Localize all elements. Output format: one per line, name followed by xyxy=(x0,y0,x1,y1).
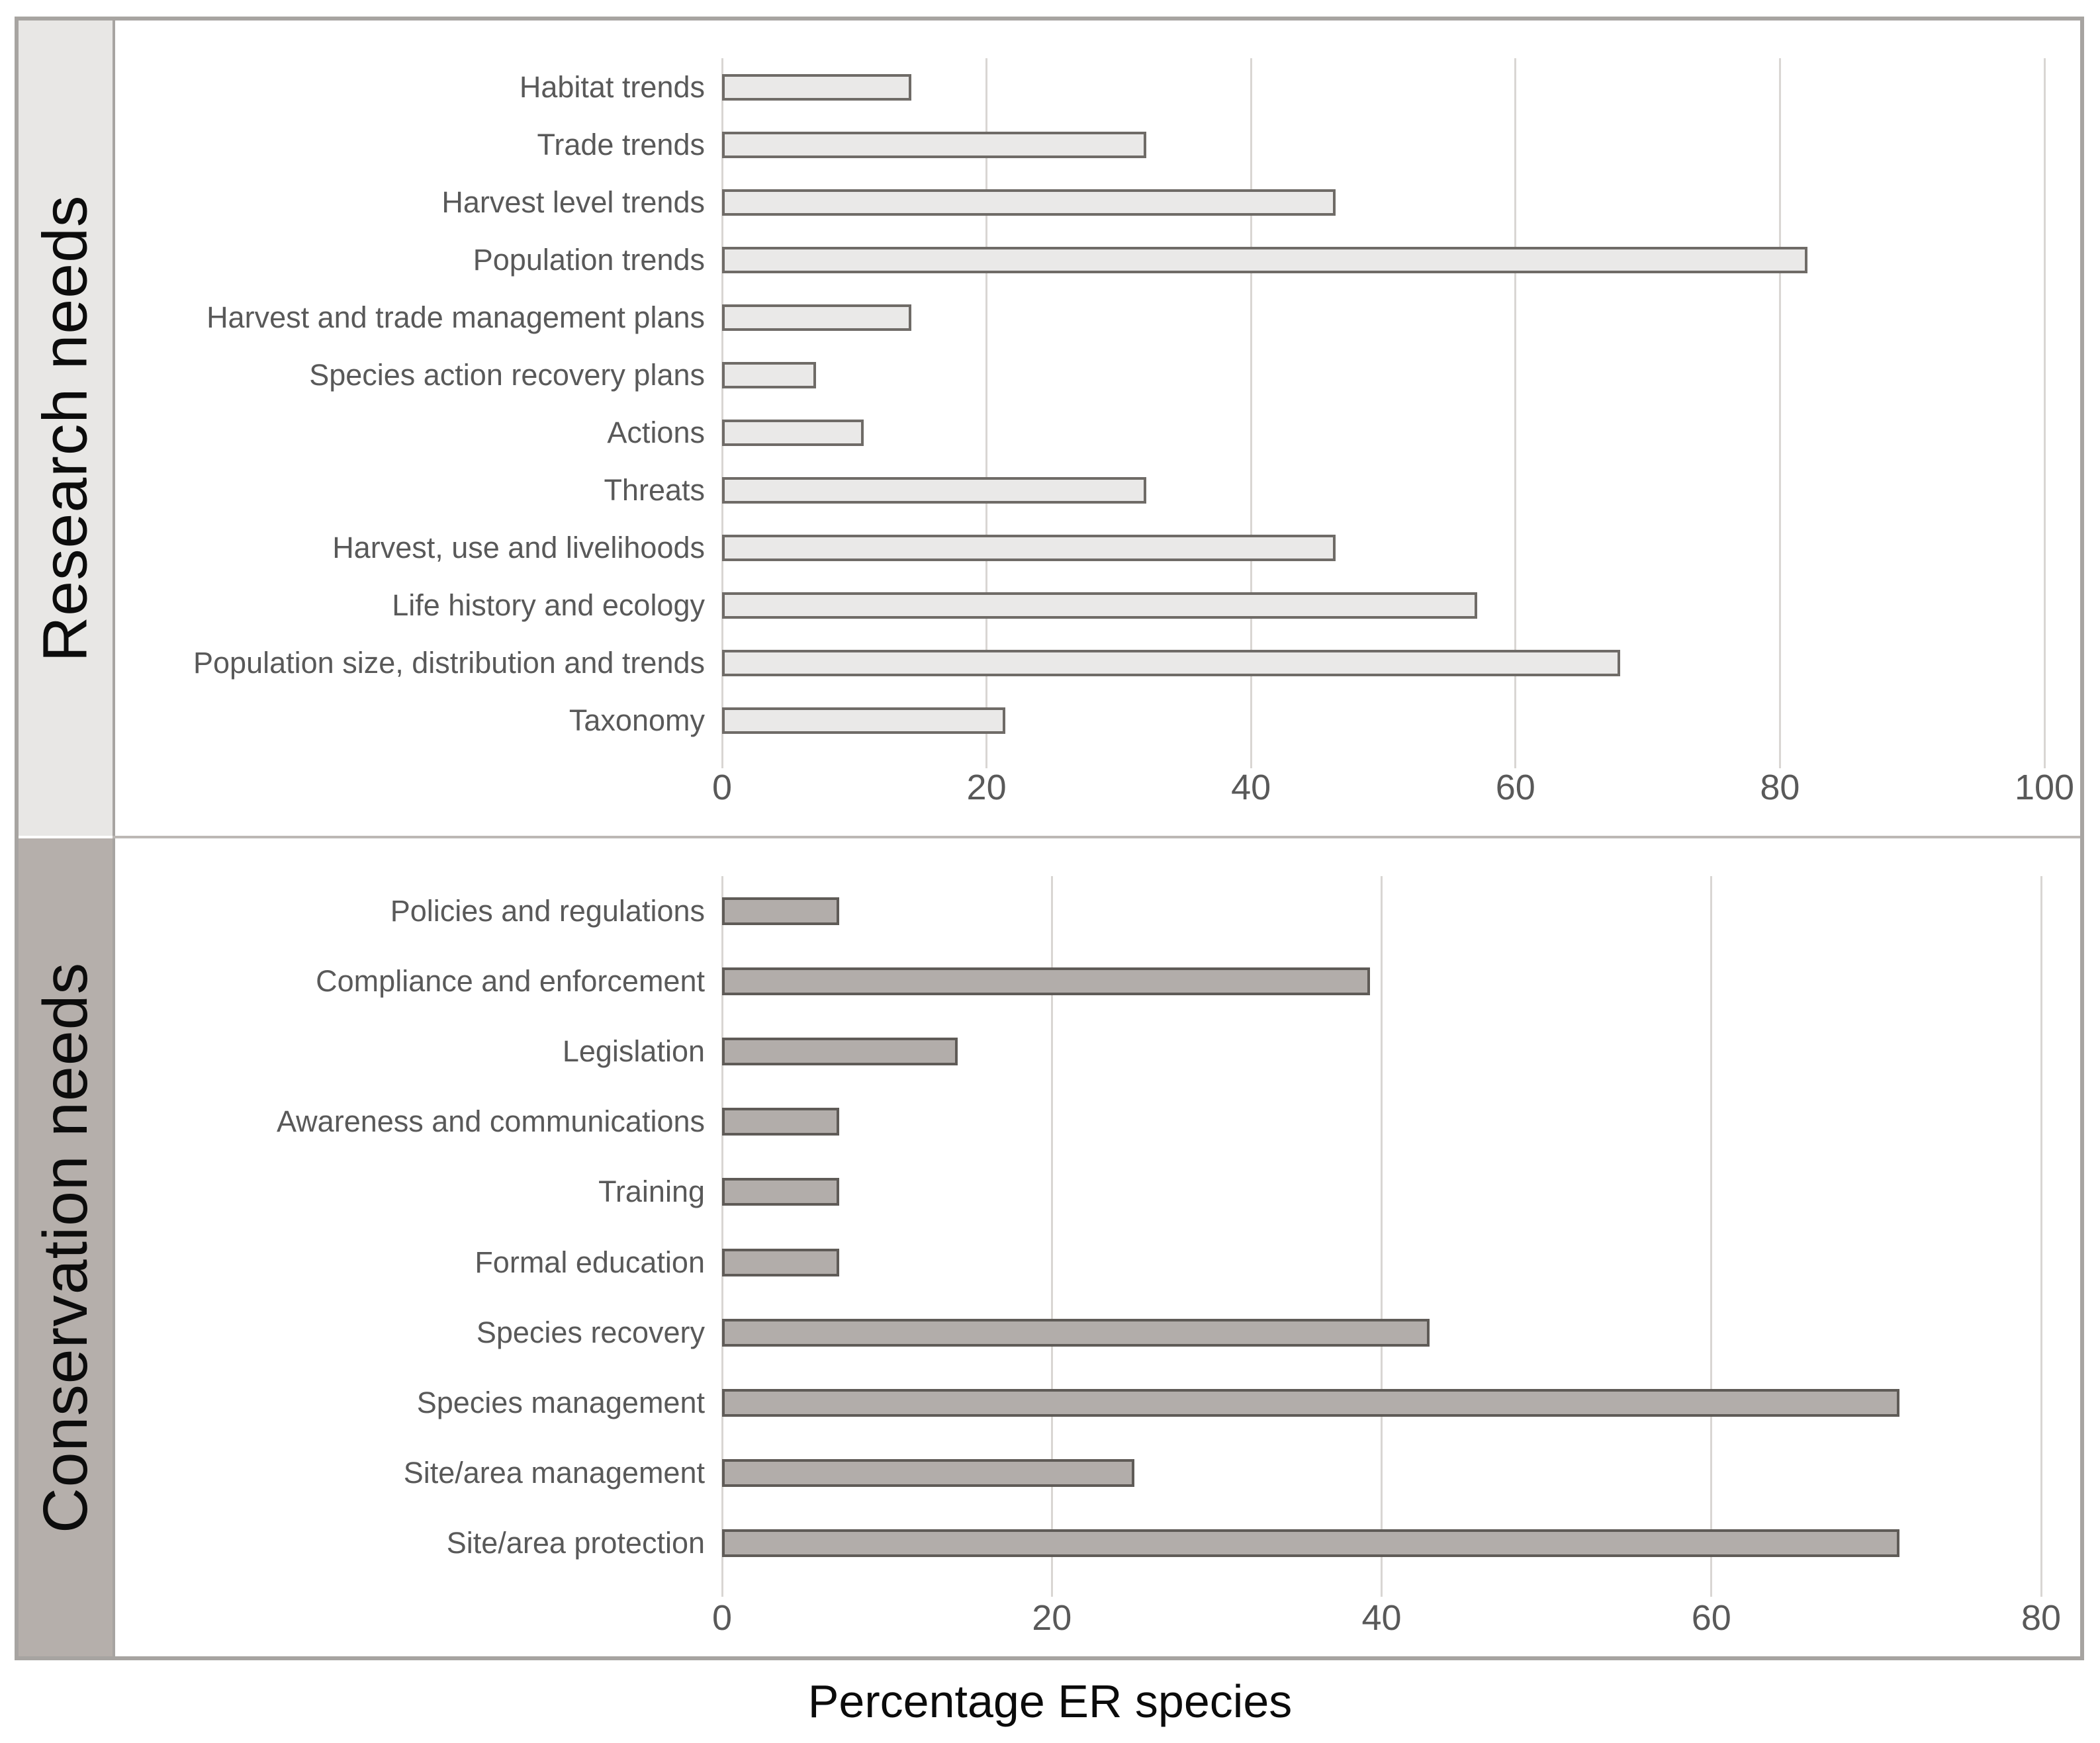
tick-mark xyxy=(2040,1578,2042,1597)
gridline xyxy=(721,58,723,750)
gridline xyxy=(1710,876,1713,1578)
x-axis-title: Percentage ER species xyxy=(807,1676,1293,1727)
tick-mark xyxy=(721,750,723,768)
tick-mark xyxy=(1710,1578,1713,1597)
tick-label: 40 xyxy=(1231,768,1271,807)
bar-population-trends xyxy=(722,246,1808,273)
category-label: Harvest level trends xyxy=(441,185,705,219)
tick-label: 100 xyxy=(2014,768,2075,807)
bar-species-management xyxy=(722,1388,1899,1417)
tick-mark xyxy=(1050,1578,1053,1597)
panel-divider xyxy=(113,836,2080,838)
bar-legislation xyxy=(722,1038,958,1066)
tick-mark xyxy=(1381,1578,1383,1597)
category-label: Policies and regulations xyxy=(390,894,705,928)
band-conservation-needs: Conservation needs xyxy=(19,838,115,1656)
category-label: Actions xyxy=(607,416,705,450)
category-label: Trade trends xyxy=(537,127,705,161)
gridline xyxy=(1778,58,1781,750)
category-label: Life history and ecology xyxy=(392,588,705,623)
tick-label: 20 xyxy=(966,768,1007,807)
category-label: Harvest and trade management plans xyxy=(206,300,705,334)
tick-mark xyxy=(985,750,988,768)
gridline xyxy=(721,876,723,1578)
tick-mark xyxy=(2043,750,2046,768)
gridline xyxy=(1250,58,1252,750)
category-label: Population trends xyxy=(473,242,705,277)
bar-life-history-and-ecology xyxy=(722,592,1477,619)
tick-mark xyxy=(1250,750,1252,768)
gridline xyxy=(2040,876,2042,1578)
category-label: Population size, distribution and trends xyxy=(193,646,705,680)
bar-habitat-trends xyxy=(722,73,911,101)
bar-actions xyxy=(722,420,864,447)
bar-formal-education xyxy=(722,1248,839,1276)
bar-threats xyxy=(722,477,1147,504)
category-label: Taxonomy xyxy=(569,703,705,738)
bar-compliance-and-enforcement xyxy=(722,967,1371,996)
band-research-needs: Research needs xyxy=(19,21,115,836)
tick-mark xyxy=(1514,750,1517,768)
tick-label: 80 xyxy=(2021,1598,2062,1638)
bar-policies-and-regulations xyxy=(722,897,839,926)
bar-harvest-use-and-livelihoods xyxy=(722,535,1336,562)
bar-taxonomy xyxy=(722,707,1005,735)
tick-label: 40 xyxy=(1361,1598,1402,1638)
chart-outer-frame xyxy=(15,17,2084,1660)
tick-label: 60 xyxy=(1691,1598,1731,1638)
gridline xyxy=(985,58,988,750)
tick-label: 0 xyxy=(711,768,733,807)
category-label: Harvest, use and livelihoods xyxy=(332,531,705,565)
category-label: Habitat trends xyxy=(519,69,705,104)
tick-label: 80 xyxy=(1760,768,1800,807)
band-label-conservation-needs: Conservation needs xyxy=(30,961,101,1533)
bar-trade-trends xyxy=(722,131,1147,158)
gridline xyxy=(1381,876,1383,1578)
bar-awareness-and-communications xyxy=(722,1108,839,1136)
category-label: Species recovery xyxy=(476,1315,705,1349)
tick-mark xyxy=(1778,750,1781,768)
band-label-research-needs: Research needs xyxy=(30,195,101,662)
tick-label: 20 xyxy=(1032,1598,1072,1638)
bar-harvest-and-trade-management-plans xyxy=(722,304,911,331)
bar-training xyxy=(722,1178,839,1206)
bar-species-recovery xyxy=(722,1318,1430,1347)
category-label: Awareness and communications xyxy=(276,1104,705,1139)
gridline xyxy=(1514,58,1517,750)
category-label: Legislation xyxy=(562,1034,705,1069)
category-label: Species management xyxy=(416,1385,705,1419)
bar-site-area-protection xyxy=(722,1529,1899,1557)
panel-conservation-needs-chart: 0 20 40 60 80 Policies and regulations Complia… xyxy=(115,838,2080,1656)
tick-mark xyxy=(721,1578,723,1597)
gridline xyxy=(2043,58,2046,750)
category-label: Site/area management xyxy=(403,1455,705,1490)
bar-population-size-distribution-and-trends xyxy=(722,650,1620,677)
bar-site-area-management xyxy=(722,1458,1134,1487)
tick-label: 60 xyxy=(1495,768,1535,807)
gridline xyxy=(1050,876,1053,1578)
bar-harvest-level-trends xyxy=(722,189,1336,216)
category-label: Species action recovery plans xyxy=(309,357,705,392)
category-label: Site/area protection xyxy=(446,1525,705,1560)
tick-label: 0 xyxy=(711,1598,733,1638)
category-label: Formal education xyxy=(475,1245,705,1279)
panel-research-needs-chart: 0 20 40 60 80 100 Habitat trends Trade trends Ha… xyxy=(115,21,2080,836)
bar-species-action-recovery-plans xyxy=(722,361,816,388)
category-label: Training xyxy=(598,1175,705,1209)
category-label: Threats xyxy=(604,473,705,508)
category-label: Compliance and enforcement xyxy=(316,964,705,999)
